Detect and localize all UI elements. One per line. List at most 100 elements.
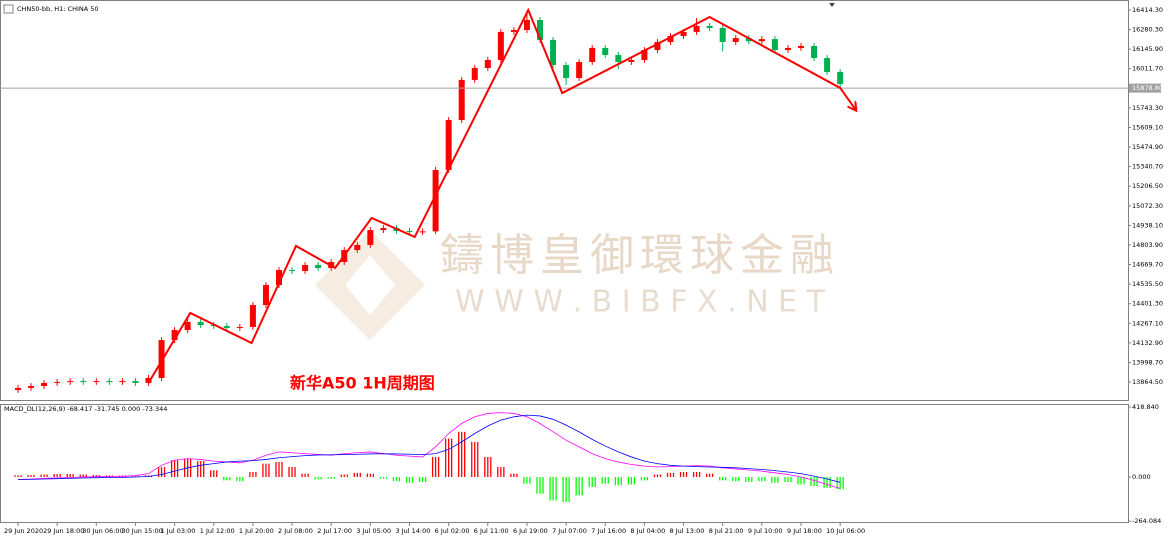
x-tick-label: 7 Jul 07:00	[552, 527, 587, 535]
candle-body	[354, 244, 361, 251]
y-tick-label: 14938.10	[1132, 221, 1163, 229]
x-tick-label: 3 Jul 05:00	[356, 527, 391, 535]
candle-body	[497, 31, 504, 60]
x-tick-label: 8 Jul 13:00	[670, 527, 705, 535]
x-tick-label: 29 Jun 18:00	[43, 527, 84, 535]
x-tick-label: 8 Jul 21:00	[709, 527, 744, 535]
candle-body	[132, 381, 139, 383]
y-tick-label: 14401.30	[1132, 300, 1163, 308]
candle-body	[184, 321, 191, 330]
trend-line	[147, 7, 856, 384]
macd-title: MACD_DL(12,26,9) -68.417 -31.745 0.000 -…	[4, 405, 167, 413]
candle-body	[732, 38, 739, 42]
y-tick-label: 14267.10	[1132, 319, 1163, 327]
y-tick-label: 15743.30	[1132, 104, 1163, 112]
candle-body	[615, 54, 622, 62]
candle-body	[276, 270, 282, 286]
candle-body	[445, 120, 452, 170]
candle-body	[145, 377, 152, 383]
candle-body	[236, 326, 243, 328]
candle-body	[563, 65, 570, 79]
y-tick-label: 14669.70	[1132, 261, 1163, 269]
annotation: 新华A50 1H周期图	[290, 374, 435, 393]
y-tick-label: 15474.90	[1132, 143, 1163, 151]
candle-body	[315, 264, 322, 268]
candle-body	[197, 321, 204, 326]
x-tick-label: 1 Jul 20:00	[239, 527, 274, 535]
candle-body	[798, 45, 804, 48]
x-tick-label: 6 Jul 02:00	[435, 527, 470, 535]
x-tick-label: 7 Jul 16:00	[591, 527, 626, 535]
x-tick-label: 9 Jul 18:00	[787, 527, 822, 535]
candle-body	[667, 36, 674, 42]
y-tick-label: 15609.10	[1132, 123, 1163, 131]
candle-body	[745, 38, 752, 42]
watermark-url: W W W . B I B F X . N E T	[455, 285, 826, 320]
chart-icon	[3, 4, 14, 14]
candle-body	[484, 59, 491, 68]
x-tick-label: 1 Jul 03:00	[161, 527, 196, 535]
y-tick-label: 16280.30	[1132, 26, 1163, 34]
signal-line	[17, 414, 841, 483]
x-tick-label: 30 Jun 15:00	[121, 527, 162, 535]
candle-body	[784, 47, 791, 51]
shift-marker	[829, 3, 835, 7]
watermark-text: 鑄博皇御環球金融	[440, 230, 840, 281]
candle-body	[367, 230, 374, 245]
macd-panel	[0, 404, 1129, 523]
y-tick-label: 15340.70	[1132, 163, 1163, 171]
candle-body	[419, 231, 426, 233]
candle-body	[589, 47, 596, 62]
y-tick-label: 13864.50	[1132, 378, 1163, 386]
candle-body	[719, 27, 726, 42]
candle-body	[158, 340, 165, 378]
candle-body	[458, 79, 465, 121]
candle-body	[289, 270, 296, 272]
x-tick-label: 10 Jul 06:00	[826, 527, 865, 535]
x-tick-label: 30 Jun 06:00	[82, 527, 123, 535]
candle-body	[223, 326, 230, 328]
chart-title: CHN50-bb, H1: CHINA 50	[17, 5, 99, 13]
candle-body	[537, 19, 543, 40]
y-tick-label: 15206.50	[1132, 182, 1163, 190]
candle-body	[80, 381, 87, 383]
macd-line	[17, 412, 841, 489]
x-tick-label: 3 Jul 14:00	[396, 527, 431, 535]
x-tick-label: 8 Jul 04:00	[630, 527, 665, 535]
candle-body	[432, 169, 439, 232]
y-tick-label: 14535.50	[1132, 280, 1163, 288]
candle-body	[811, 45, 818, 59]
x-tick-label: 1 Jul 12:00	[200, 527, 235, 535]
y-tick-label: 0.000	[1132, 473, 1151, 481]
price-panel	[0, 0, 1129, 401]
candle-body	[654, 41, 661, 51]
x-tick-label: 9 Jul 10:00	[748, 527, 783, 535]
x-tick-label: 2 Jul 17:00	[317, 527, 352, 535]
current-price-box	[1129, 83, 1161, 93]
y-tick-label: 16414.30	[1132, 6, 1163, 14]
candle-body	[262, 285, 269, 306]
candle-body	[471, 67, 478, 80]
candle-body	[680, 31, 687, 37]
candle-body	[576, 61, 583, 79]
y-tick-label: 15072.30	[1132, 202, 1163, 210]
candle-body	[837, 72, 844, 85]
x-tick-label: 6 Jul 19:00	[513, 527, 548, 535]
y-tick-label: 16145.90	[1132, 45, 1163, 53]
candle-body	[171, 329, 178, 341]
candle-body	[41, 382, 48, 387]
y-tick-label: 13998.70	[1132, 358, 1163, 366]
candle-body	[249, 305, 256, 327]
candle-body	[15, 387, 21, 390]
candle-body	[93, 381, 100, 383]
candle-body	[771, 39, 778, 51]
y-tick-label: 418.840	[1132, 403, 1159, 411]
candle-body	[824, 58, 831, 73]
candle-body	[641, 50, 648, 60]
x-tick-label: 6 Jul 11:00	[474, 527, 509, 535]
candle-body	[54, 381, 61, 383]
y-tick-label: -264.084	[1132, 517, 1161, 525]
candle-body	[550, 39, 557, 66]
